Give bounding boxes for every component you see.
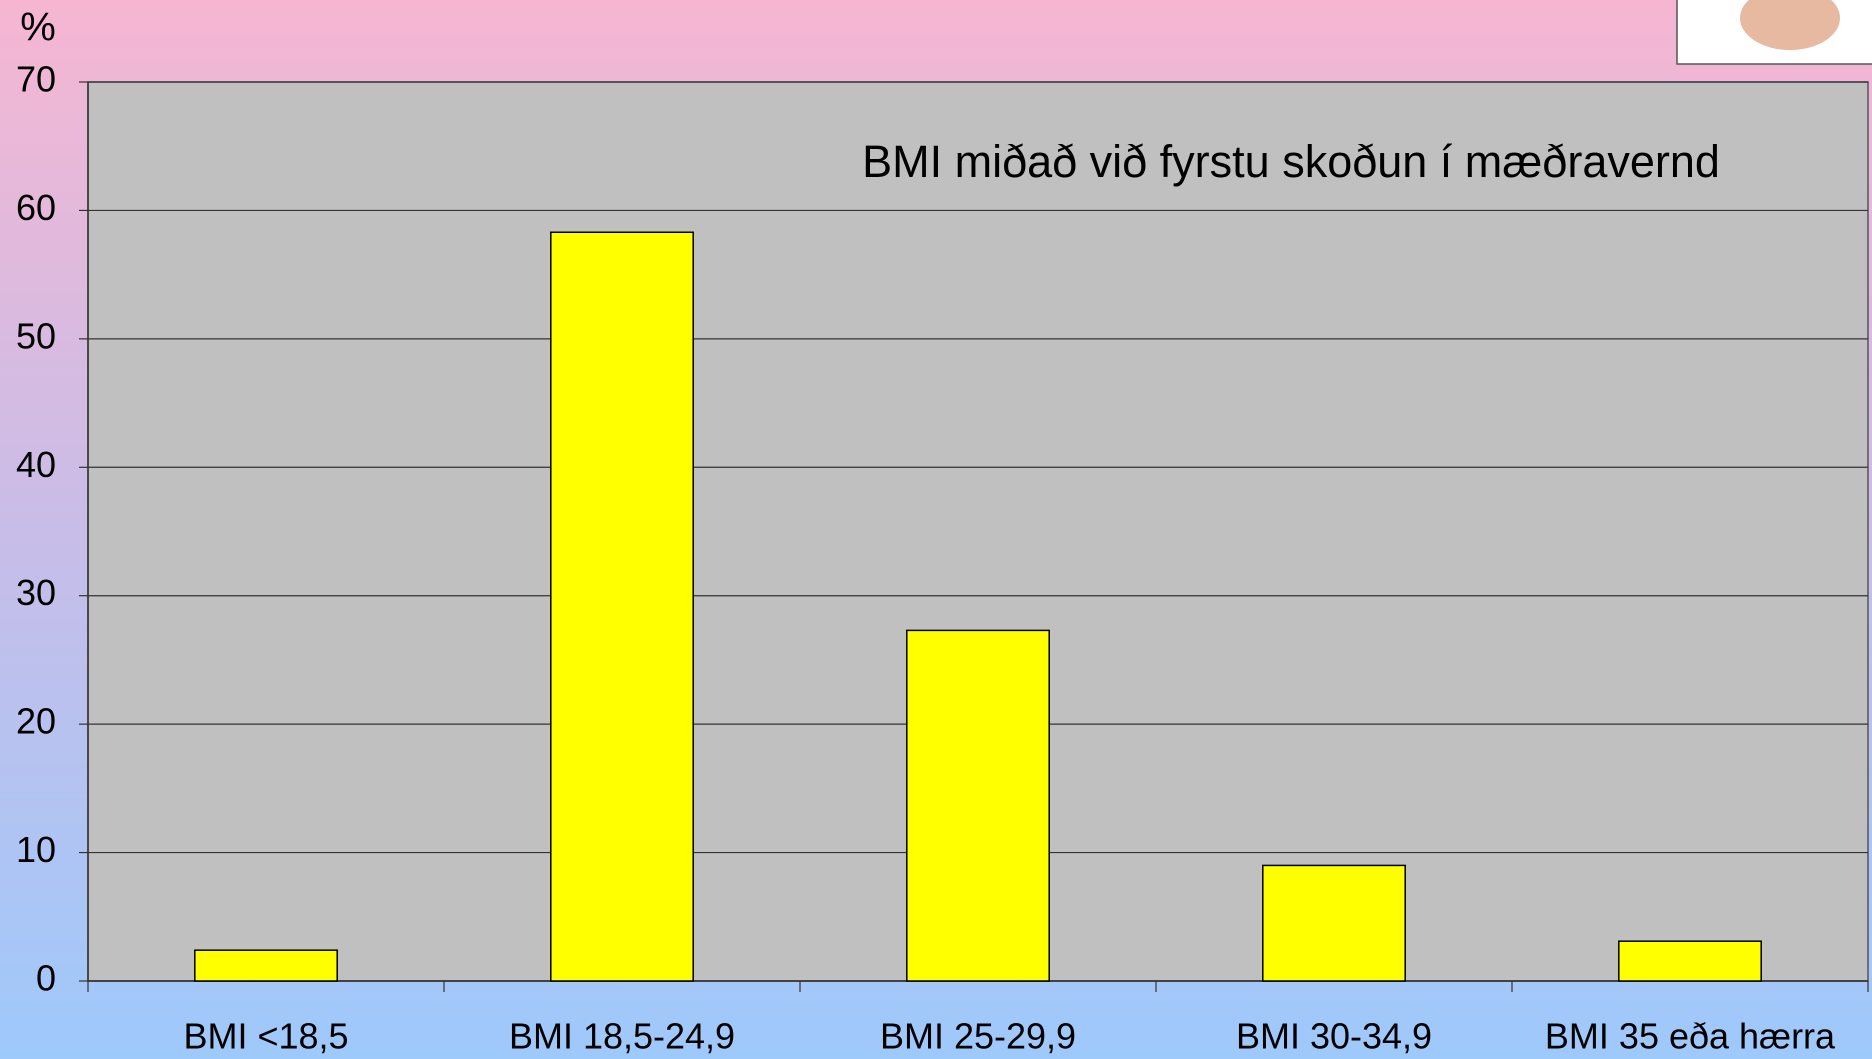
page: % BMI miðað við fyrstu skoðun í mæðraver… [0,0,1872,1059]
bar [1263,865,1405,981]
chart: % BMI miðað við fyrstu skoðun í mæðraver… [0,0,1872,1059]
chart-title: BMI miðað við fyrstu skoðun í mæðravernd [862,136,1720,187]
y-tick-label: 20 [16,701,56,742]
x-tick-label: BMI 18,5-24,9 [509,1016,735,1057]
y-axis-label: % [20,6,56,50]
y-tick-label: 10 [16,829,56,870]
y-tick-label: 30 [16,572,56,613]
x-tick-label: BMI <18,5 [183,1016,348,1057]
bar [907,630,1049,981]
y-tick-label: 70 [16,59,56,100]
x-tick-label: BMI 30-34,9 [1236,1016,1432,1057]
x-tick-label: BMI 25-29,9 [880,1016,1076,1057]
bar [195,950,337,981]
bar [1619,941,1761,981]
bar [551,232,693,981]
y-tick-label: 60 [16,187,56,228]
y-tick-label: 40 [16,444,56,485]
y-tick-label: 0 [36,958,56,999]
y-tick-label: 50 [16,315,56,356]
x-tick-label: BMI 35 eða hærra [1545,1016,1836,1057]
